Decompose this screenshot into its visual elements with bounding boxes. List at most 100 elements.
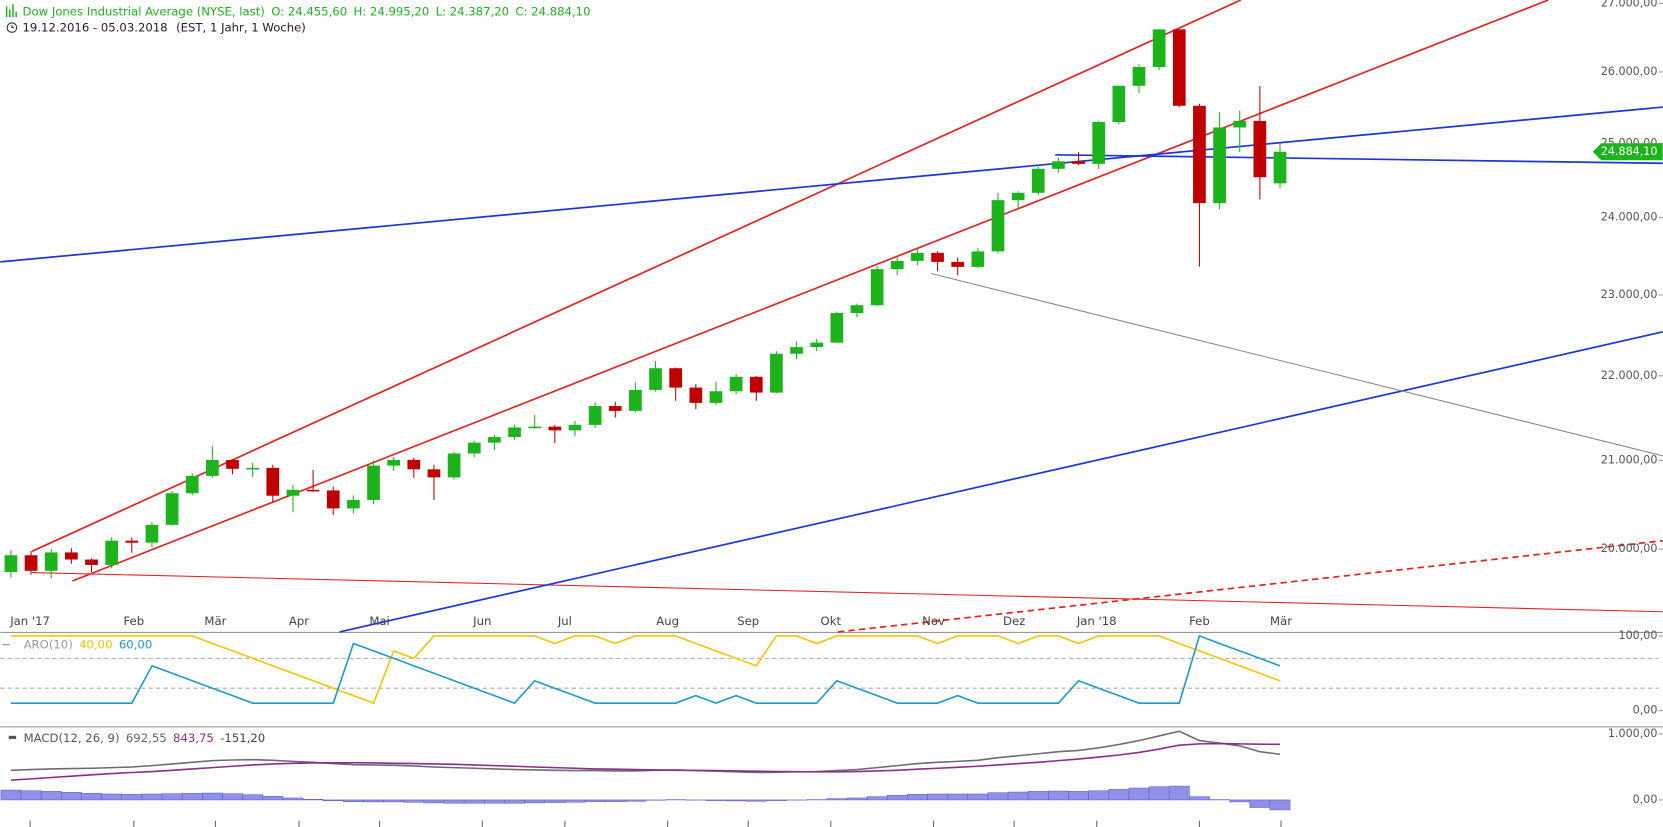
histogram-bar [725,799,747,802]
x-tick-label: Feb [1189,614,1210,628]
histogram-bar [423,799,445,804]
histogram-bar [81,793,102,801]
aroon-legend: ARO(10) 40,00 60,00 [2,637,152,651]
candle-body [629,389,642,411]
histogram-bar [1269,799,1291,811]
histogram-bar [927,793,948,801]
candle-body [306,489,320,492]
histogram-bar [1229,799,1251,803]
histogram-bar [121,794,143,801]
candle-body [689,387,703,403]
candle-body [911,252,924,261]
trend-line [72,0,1549,582]
x-tick-label: Mai [369,614,389,628]
histogram-bar [1007,791,1029,801]
candle-body [1172,29,1186,106]
candle-body [749,376,763,393]
header-sub: 19.12.2016 - 05.03.2018 (EST, 1 Jahr, 1 W… [23,20,306,34]
candle-body [709,391,723,403]
histogram-bar [1148,786,1170,801]
histogram-bar [544,799,566,803]
y-tick-label: 1.000,00 [1608,727,1658,740]
subtitle: (EST, 1 Jahr, 1 Woche) [176,20,306,34]
histogram-bar [343,799,364,803]
candle-body [890,260,904,270]
ohlc: L: 24.387,20 [436,4,509,18]
x-tick-label: Jul [557,614,572,628]
histogram-bar [181,793,203,801]
candle-body [1233,120,1247,128]
ohlc: H: 24.995,20 [354,4,430,18]
ohlc: C: 24.884,10 [515,4,590,18]
candle-body [367,465,380,500]
x-tick-label: Nov [922,614,945,628]
candle-body [1011,192,1025,201]
candle-body [1112,85,1126,122]
histogram-bar [1088,790,1110,801]
x-tick-label: Jan '17 [9,614,50,628]
candle-body [1152,29,1166,67]
candle-body [467,442,481,454]
histogram-bar [584,799,606,802]
last-price-label: 24.884,10 [1601,145,1658,158]
histogram-bar [826,798,848,801]
macd-legend: MACD(12, 26, 9) 692,55 843,75 -151,20 [8,730,265,744]
candle-body [65,552,78,560]
x-tick-label: Aug [656,614,679,628]
header-title: Dow Jones Industrial Average (NYSE, last… [23,4,591,18]
ohlc: O: 24.455,60 [271,4,347,18]
histogram-bar [262,796,284,801]
histogram-bar [443,799,465,804]
histogram-bar [504,799,525,804]
histogram-bar [846,797,868,801]
legend-value: 60,00 [119,637,152,651]
candle-body [608,406,622,411]
x-tick-label: Feb [123,614,144,628]
histogram-bar [625,799,646,802]
candle-body [125,540,139,543]
histogram-bar [1027,791,1049,801]
candle-body [387,459,401,466]
candle-body [870,269,884,306]
indicator-title: MACD(12, 26, 9) [24,730,120,744]
candle-body [246,467,260,470]
legend-icon [8,735,17,739]
candle-body [1273,151,1287,184]
candle-body [669,368,683,388]
candle-body [770,353,783,393]
candle-body [185,475,199,494]
candle-body [790,347,803,354]
clock-icon [11,24,15,29]
candle-body [568,424,582,431]
candle-body [649,368,662,390]
candle-body [326,490,340,509]
histogram-bar [866,796,888,801]
histogram-bar [363,799,384,803]
candle-body [931,252,944,262]
candle-body [850,305,864,313]
histogram-bar [202,792,223,801]
histogram-bar [242,794,264,801]
y-tick-label: 26.000,00 [1601,65,1658,78]
x-tick-label: Jun [472,614,491,628]
x-tick-label: Sep [737,614,759,628]
trend-line [32,572,1663,613]
y-tick-label: 0,00 [1633,793,1658,806]
histogram-bar [161,793,183,801]
candle-body [1031,168,1045,193]
indicator-line [10,634,1281,705]
trend-line [0,106,1663,263]
legend-value: 843,75 [173,730,214,744]
candle-body [1253,120,1267,178]
candle-body [1092,121,1106,164]
trend-line [931,273,1663,457]
candle-body [145,524,159,543]
trend-line [339,331,1663,633]
candle-body [286,489,300,496]
histogram-bar [141,793,163,801]
x-tick-label: Apr [289,614,309,628]
histogram-bar [967,793,989,801]
candle-body [447,453,461,478]
x-tick-label: Mär [1270,614,1292,628]
candle-body [951,261,965,267]
